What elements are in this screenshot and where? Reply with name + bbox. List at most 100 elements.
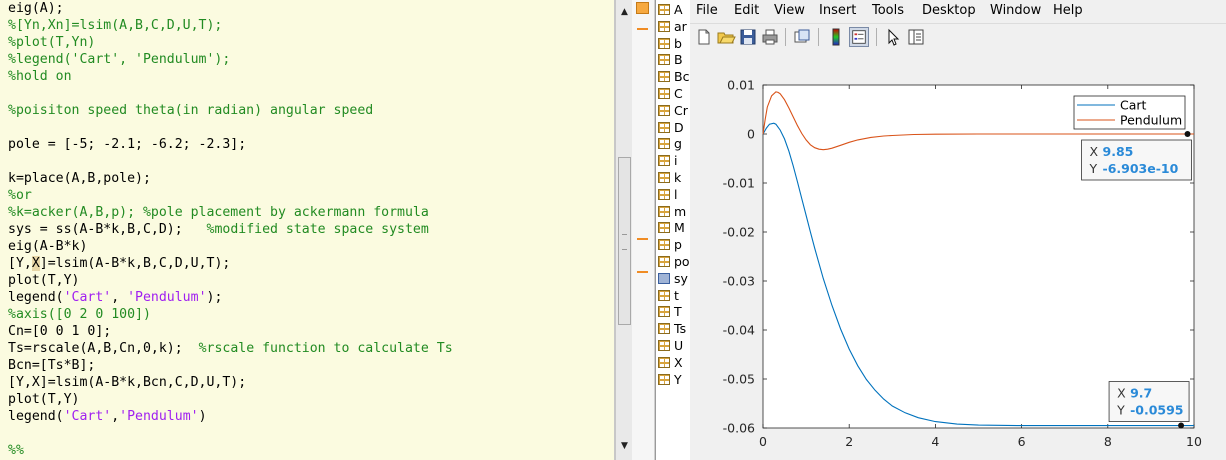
matrix-icon: [658, 104, 670, 116]
new-figure-icon[interactable]: [694, 27, 714, 47]
menu-file[interactable]: File: [696, 3, 718, 18]
workspace-variable[interactable]: M: [658, 220, 685, 236]
menu-tools[interactable]: Tools: [872, 3, 905, 18]
warning-marker[interactable]: [637, 271, 648, 273]
workspace-variable-name: Bc: [674, 69, 690, 85]
menu-help[interactable]: Help: [1053, 3, 1083, 18]
workspace-variable[interactable]: i: [658, 153, 677, 169]
code-token: %plot(T,Yn): [8, 35, 96, 50]
code-line[interactable]: legend('Cart','Pendulum'): [8, 408, 453, 425]
y-tick-label: -0.06: [723, 421, 755, 436]
code-line[interactable]: plot(T,Y): [8, 272, 453, 289]
workspace-variable[interactable]: X: [658, 355, 683, 371]
code-line[interactable]: [8, 85, 453, 102]
code-token: 'Pendulum': [127, 290, 207, 305]
code-line[interactable]: %or: [8, 187, 453, 204]
workspace-variable[interactable]: p: [658, 237, 682, 253]
workspace-variable[interactable]: l: [658, 187, 677, 203]
code-line[interactable]: [8, 119, 453, 136]
workspace-variable[interactable]: k: [658, 170, 681, 186]
workspace-variable[interactable]: m: [658, 204, 686, 220]
series-line-pendulum[interactable]: [762, 91, 1194, 151]
code-line[interactable]: Cn=[0 0 1 0];: [8, 323, 453, 340]
workspace-variable[interactable]: A: [658, 2, 683, 18]
warning-marker[interactable]: [637, 28, 648, 30]
code-line[interactable]: sys = ss(A-B*k,B,C,D); %modified state s…: [8, 221, 453, 238]
code-line[interactable]: Bcn=[Ts*B];: [8, 357, 453, 374]
series-line-cart[interactable]: [762, 122, 1194, 427]
code-editor[interactable]: eig(A); %[Yn,Xn]=lsim(A,B,C,D,U,T); %plot(…: [0, 0, 615, 460]
warning-marker[interactable]: [637, 238, 648, 240]
warning-status-icon[interactable]: [636, 2, 649, 14]
code-line[interactable]: [8, 425, 453, 442]
scroll-up-arrow-icon[interactable]: ▲: [621, 7, 628, 17]
workspace-variable[interactable]: b: [658, 36, 682, 52]
code-line[interactable]: [Y,X]=lsim(A-B*k,B,C,D,U,T);: [8, 255, 453, 272]
matrix-icon: [658, 71, 670, 83]
code-line[interactable]: k=place(A,B,pole);: [8, 170, 453, 187]
workspace-variable[interactable]: Bc: [658, 69, 689, 85]
code-line[interactable]: [8, 153, 453, 170]
workspace-variable[interactable]: B: [658, 52, 683, 68]
workspace-variable[interactable]: Y: [658, 372, 682, 388]
datatip[interactable]: X 9.7 Y -0.0595: [1108, 381, 1190, 429]
workspace-variable[interactable]: po: [658, 254, 690, 270]
code-line[interactable]: %legend('Cart', 'Pendulum');: [8, 51, 453, 68]
code-line[interactable]: eig(A);: [8, 0, 453, 17]
menu-desktop[interactable]: Desktop: [922, 3, 976, 18]
code-text[interactable]: eig(A); %[Yn,Xn]=lsim(A,B,C,D,U,T); %plot(…: [8, 0, 453, 459]
workspace-variable-name: ar: [674, 18, 687, 34]
workspace-variable-name: g: [674, 136, 682, 152]
datatip[interactable]: X 9.85 Y -6.903e-10: [1081, 131, 1192, 181]
code-line[interactable]: pole = [-5; -2.1; -6.2; -2.3];: [8, 136, 453, 153]
scroll-thumb[interactable]: [618, 157, 631, 325]
code-token: %legend('Cart', 'Pendulum');: [8, 52, 231, 67]
link-plot-icon[interactable]: [792, 27, 812, 47]
code-line[interactable]: %%: [8, 442, 453, 459]
code-line[interactable]: %axis([0 2 0 100]): [8, 306, 453, 323]
workspace-variable[interactable]: g: [658, 136, 682, 152]
code-line[interactable]: %k=acker(A,B,p); %pole placement by acke…: [8, 204, 453, 221]
workspace-variable[interactable]: sy: [658, 271, 688, 287]
code-line[interactable]: legend('Cart', 'Pendulum');: [8, 289, 453, 306]
plot-axes[interactable]: [762, 84, 1195, 429]
print-icon[interactable]: [760, 27, 780, 47]
workspace-variable-name: p: [674, 237, 682, 253]
workspace-variable[interactable]: t: [658, 288, 679, 304]
datatip-marker[interactable]: [1184, 131, 1191, 137]
plot-figure[interactable]: 0 2 4 6 8 10 0.01 0 -0.01 -0.02 -0.03 -0.04 -0.05 -0.…: [690, 50, 1226, 460]
figure-toolbar: [690, 23, 1226, 51]
menu-view[interactable]: View: [774, 3, 805, 18]
code-line[interactable]: Ts=rscale(A,B,Cn,0,k); %rscale function …: [8, 340, 453, 357]
workspace-variable[interactable]: ar: [658, 19, 687, 35]
open-file-icon[interactable]: [716, 27, 736, 47]
code-line[interactable]: %poisiton speed theta(in radian) angular…: [8, 102, 453, 119]
property-inspector-icon[interactable]: [906, 27, 926, 47]
workspace-variable[interactable]: Cr: [658, 103, 688, 119]
datatip-marker[interactable]: [1178, 422, 1185, 429]
menu-edit[interactable]: Edit: [734, 3, 760, 18]
code-line[interactable]: %[Yn,Xn]=lsim(A,B,C,D,U,T);: [8, 17, 453, 34]
insert-legend-icon[interactable]: [849, 27, 869, 47]
workspace-variable[interactable]: U: [658, 338, 683, 354]
workspace-variable[interactable]: C: [658, 86, 683, 102]
code-line[interactable]: %hold on: [8, 68, 453, 85]
edit-plot-arrow-icon[interactable]: [883, 27, 903, 47]
editor-vertical-scrollbar[interactable]: ▲ ▼: [615, 0, 633, 460]
code-token: Ts=rscale(A,B,Cn,0,k);: [8, 341, 199, 356]
scroll-down-arrow-icon[interactable]: ▼: [621, 441, 628, 451]
code-line[interactable]: [Y,X]=lsim(A-B*k,Bcn,C,D,U,T);: [8, 374, 453, 391]
code-line[interactable]: %plot(T,Yn): [8, 34, 453, 51]
code-line[interactable]: eig(A-B*k): [8, 238, 453, 255]
code-line[interactable]: plot(T,Y): [8, 391, 453, 408]
insert-colorbar-icon[interactable]: [826, 27, 846, 47]
datatip-x-value: 9.85: [1103, 144, 1134, 159]
save-icon[interactable]: [738, 27, 758, 47]
workspace-variable[interactable]: Ts: [658, 321, 686, 337]
workspace-variable[interactable]: T: [658, 304, 682, 320]
menu-window[interactable]: Window: [990, 3, 1042, 18]
menu-insert[interactable]: Insert: [819, 3, 857, 18]
x-tick-label: 4: [931, 434, 939, 449]
workspace-variable[interactable]: D: [658, 120, 684, 136]
